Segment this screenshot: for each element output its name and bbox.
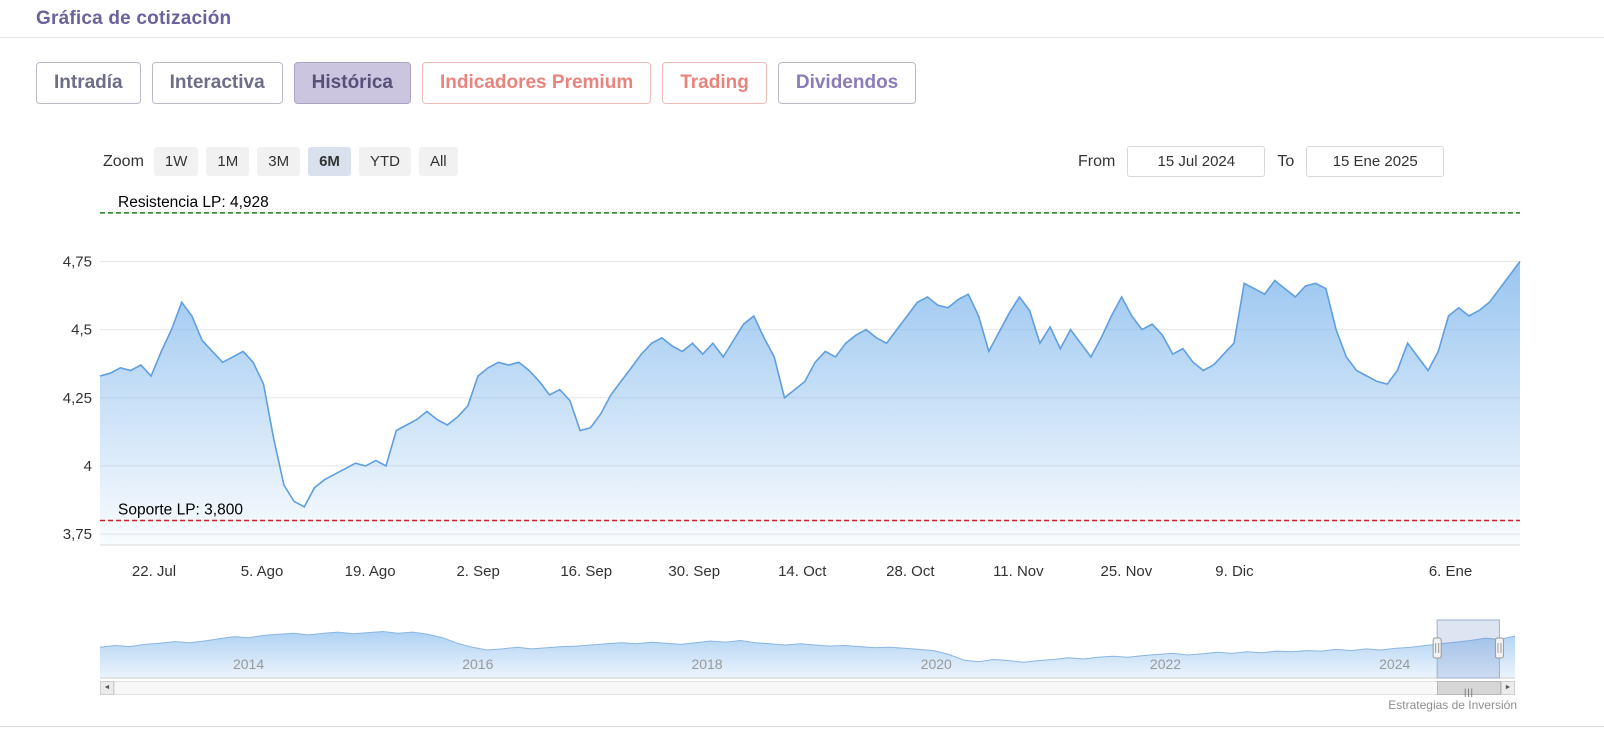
tab-trading[interactable]: Trading: [662, 62, 767, 104]
range-button-3m[interactable]: 3M: [257, 147, 301, 176]
page-title: Gráfica de cotización: [36, 8, 232, 29]
x-axis-label: 22. Jul: [132, 563, 176, 580]
navigator-window[interactable]: [1436, 619, 1500, 679]
navigator-year-label: 2018: [691, 656, 722, 672]
scrollbar-thumb[interactable]: |||: [1437, 681, 1501, 697]
range-button-1m[interactable]: 1M: [206, 147, 250, 176]
y-axis-label: 3,75: [63, 526, 92, 543]
price-area[interactable]: [100, 261, 1520, 545]
scrollbar-track[interactable]: [114, 681, 1501, 695]
scrollbar: ◄ ||| ►: [100, 681, 1515, 697]
navigator-left-handle[interactable]: [1432, 637, 1442, 659]
range-button-group: 1W 1M 3M 6M YTD All: [153, 147, 458, 176]
x-axis-label: 25. Nov: [1101, 563, 1153, 580]
x-axis-label: 30. Sep: [668, 563, 720, 580]
y-axis-label: 4,25: [63, 390, 92, 407]
tab-indicadores-premium[interactable]: Indicadores Premium: [421, 62, 652, 104]
soporte-label: Soporte LP: 3,800: [118, 501, 243, 518]
navigator-line: [99, 630, 1516, 663]
zoom-label: Zoom: [103, 152, 144, 170]
from-date-input[interactable]: [1127, 146, 1266, 177]
title-divider: [0, 37, 1604, 38]
x-axis-label: 5. Ago: [241, 563, 284, 580]
x-axis-label: 6. Ene: [1429, 563, 1472, 580]
x-axis-label: 14. Oct: [778, 563, 827, 580]
tab-intradia[interactable]: Intradía: [36, 62, 141, 104]
navigator-year-label: 2016: [462, 656, 493, 672]
price-line: [99, 260, 1521, 508]
navigator-right-handle[interactable]: [1494, 637, 1504, 659]
navigator-year-label: 2024: [1379, 656, 1410, 672]
to-label: To: [1277, 152, 1295, 170]
tab-dividendos[interactable]: Dividendos: [777, 62, 917, 104]
tab-interactiva[interactable]: Interactiva: [151, 62, 283, 104]
credits: Estrategias de Inversión: [1388, 698, 1517, 712]
range-button-1w[interactable]: 1W: [153, 147, 199, 176]
range-button-ytd[interactable]: YTD: [358, 147, 411, 176]
x-axis-label: 2. Sep: [456, 563, 499, 580]
range-button-6m[interactable]: 6M: [308, 147, 351, 176]
navigator-year-label: 2014: [233, 656, 264, 672]
bottom-divider: [0, 726, 1604, 727]
scrollbar-right-arrow-icon[interactable]: ►: [1501, 681, 1515, 695]
to-date-input[interactable]: [1306, 146, 1445, 177]
navigator-year-label: 2020: [921, 656, 952, 672]
x-axis-label: 11. Nov: [993, 563, 1044, 580]
y-axis-label: 4,5: [71, 322, 92, 339]
x-axis-label: 9. Dic: [1215, 563, 1254, 580]
tab-bar: Intradía Interactiva Histórica Indicadores …: [36, 62, 917, 104]
y-axis-label: 4: [84, 458, 92, 475]
navigator-year-label: 2022: [1150, 656, 1181, 672]
scrollbar-grip-icon: |||: [1463, 687, 1474, 697]
x-axis-label: 16. Sep: [560, 563, 612, 580]
navigator-area[interactable]: [100, 631, 1515, 679]
resistencia-label: Resistencia LP: 4,928: [118, 194, 269, 211]
scrollbar-left-arrow-icon[interactable]: ◄: [100, 681, 114, 695]
date-range-toolbar: From To: [1078, 146, 1445, 177]
x-axis-label: 19. Ago: [345, 563, 396, 580]
x-axis-label: 28. Oct: [886, 563, 935, 580]
range-button-all[interactable]: All: [418, 147, 458, 176]
from-label: From: [1078, 152, 1116, 170]
y-axis-label: 4,75: [63, 253, 92, 270]
zoom-toolbar: Zoom 1W 1M 3M 6M YTD All: [103, 147, 458, 176]
tab-historica[interactable]: Histórica: [293, 62, 411, 104]
